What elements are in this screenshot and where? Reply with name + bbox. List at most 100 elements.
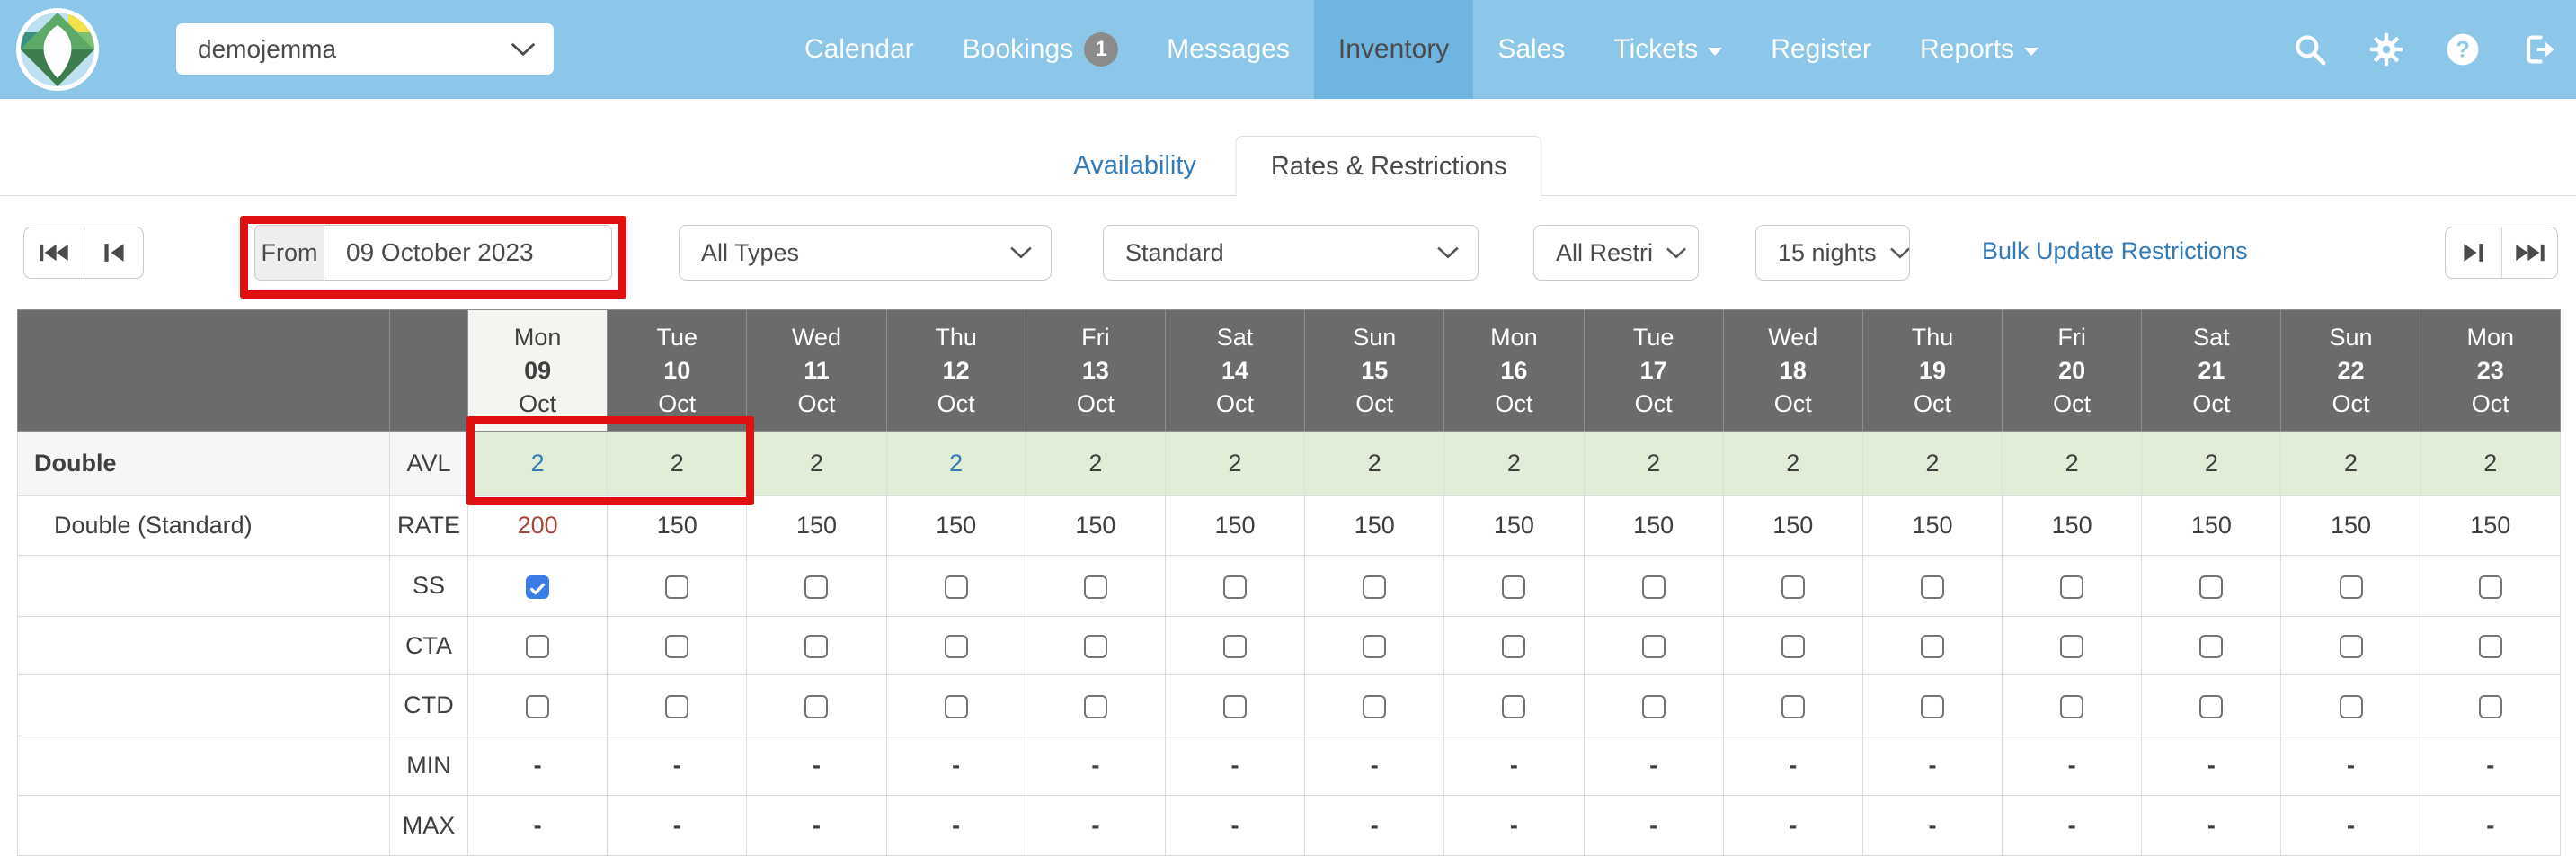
cta-cell-2[interactable] (746, 616, 887, 675)
cta-checkbox-8[interactable] (1641, 635, 1666, 659)
max-cell-5[interactable]: - (1164, 795, 1306, 856)
rate-plan-select[interactable]: Standard (1103, 225, 1479, 281)
ctd-cell-11[interactable] (2002, 674, 2143, 736)
min-cell-12[interactable]: - (2141, 736, 2282, 796)
ctd-cell-12[interactable] (2141, 674, 2282, 736)
max-cell-2[interactable]: - (746, 795, 887, 856)
avl-cell-3[interactable]: 2 (885, 431, 1026, 496)
ss-checkbox-8[interactable] (1641, 575, 1666, 599)
avl-cell-10[interactable]: 2 (1861, 431, 2003, 496)
avl-cell-0[interactable]: 2 (466, 431, 608, 496)
ctd-checkbox-14[interactable] (2478, 694, 2502, 718)
avl-cell-5[interactable]: 2 (1164, 431, 1306, 496)
cta-cell-3[interactable] (885, 616, 1026, 675)
ctd-cell-0[interactable] (466, 674, 608, 736)
ctd-checkbox-1[interactable] (665, 694, 689, 718)
tab-availability[interactable]: Availability (1073, 151, 1196, 180)
ss-cell-12[interactable] (2141, 555, 2282, 617)
ctd-cell-1[interactable] (607, 674, 748, 736)
cta-cell-0[interactable] (466, 616, 608, 675)
ctd-cell-6[interactable] (1304, 674, 1445, 736)
cta-checkbox-0[interactable] (526, 635, 550, 659)
max-cell-8[interactable]: - (1583, 795, 1724, 856)
min-cell-1[interactable]: - (607, 736, 748, 796)
rate-cell-10[interactable]: 150 (1861, 495, 2003, 556)
ss-checkbox-0[interactable] (526, 575, 550, 599)
ss-cell-13[interactable] (2280, 555, 2421, 617)
rate-cell-11[interactable]: 150 (2002, 495, 2143, 556)
min-cell-9[interactable]: - (1722, 736, 1863, 796)
cta-checkbox-2[interactable] (804, 635, 829, 659)
ctd-checkbox-12[interactable] (2199, 694, 2224, 718)
ss-checkbox-3[interactable] (944, 575, 968, 599)
ss-cell-2[interactable] (746, 555, 887, 617)
ctd-checkbox-2[interactable] (804, 694, 829, 718)
room-type-select[interactable]: All Types (679, 225, 1052, 281)
cta-checkbox-4[interactable] (1083, 635, 1107, 659)
nav-item-inventory[interactable]: Inventory (1313, 0, 1474, 99)
min-cell-3[interactable]: - (885, 736, 1026, 796)
ctd-checkbox-11[interactable] (2060, 694, 2084, 718)
cta-checkbox-5[interactable] (1223, 635, 1248, 659)
ss-checkbox-13[interactable] (2339, 575, 2363, 599)
skip-to-end-button[interactable] (2501, 227, 2557, 278)
avl-cell-2[interactable]: 2 (746, 431, 887, 496)
rate-cell-1[interactable]: 150 (607, 495, 748, 556)
min-cell-10[interactable]: - (1861, 736, 2003, 796)
ctd-cell-5[interactable] (1164, 674, 1306, 736)
cta-checkbox-14[interactable] (2478, 635, 2502, 659)
ss-checkbox-6[interactable] (1363, 575, 1387, 599)
cta-checkbox-7[interactable] (1502, 635, 1526, 659)
ss-cell-3[interactable] (885, 555, 1026, 617)
nav-item-calendar[interactable]: Calendar (804, 34, 914, 64)
nights-select[interactable]: 15 nights (1755, 225, 1910, 281)
rate-cell-9[interactable]: 150 (1722, 495, 1863, 556)
from-date-input[interactable]: 09 October 2023 (324, 225, 612, 281)
search-icon[interactable] (2293, 32, 2327, 67)
help-icon[interactable]: ? (2446, 32, 2480, 67)
min-cell-8[interactable]: - (1583, 736, 1724, 796)
min-cell-5[interactable]: - (1164, 736, 1306, 796)
ss-cell-7[interactable] (1443, 555, 1585, 617)
ss-cell-4[interactable] (1025, 555, 1166, 617)
max-cell-11[interactable]: - (2002, 795, 2143, 856)
ctd-cell-2[interactable] (746, 674, 887, 736)
max-cell-14[interactable]: - (2420, 795, 2561, 856)
ctd-checkbox-5[interactable] (1223, 694, 1248, 718)
nav-item-register[interactable]: Register (1771, 34, 1871, 64)
min-cell-6[interactable]: - (1304, 736, 1445, 796)
ss-cell-10[interactable] (1861, 555, 2003, 617)
ctd-checkbox-6[interactable] (1363, 694, 1387, 718)
ctd-checkbox-0[interactable] (526, 694, 550, 718)
ss-checkbox-10[interactable] (1920, 575, 1944, 599)
cta-checkbox-12[interactable] (2199, 635, 2224, 659)
cta-cell-11[interactable] (2002, 616, 2143, 675)
cta-cell-4[interactable] (1025, 616, 1166, 675)
ss-cell-5[interactable] (1164, 555, 1306, 617)
nav-item-sales[interactable]: Sales (1497, 34, 1566, 64)
cta-checkbox-10[interactable] (1920, 635, 1944, 659)
max-cell-0[interactable]: - (466, 795, 608, 856)
cta-cell-12[interactable] (2141, 616, 2282, 675)
avl-cell-1[interactable]: 2 (607, 431, 748, 496)
ss-checkbox-1[interactable] (665, 575, 689, 599)
ss-cell-14[interactable] (2420, 555, 2561, 617)
skip-to-start-button[interactable] (24, 227, 84, 278)
rate-cell-8[interactable]: 150 (1583, 495, 1724, 556)
ss-checkbox-11[interactable] (2060, 575, 2084, 599)
ss-cell-11[interactable] (2002, 555, 2143, 617)
max-cell-9[interactable]: - (1722, 795, 1863, 856)
ctd-checkbox-13[interactable] (2339, 694, 2363, 718)
min-cell-11[interactable]: - (2002, 736, 2143, 796)
ss-cell-6[interactable] (1304, 555, 1445, 617)
ss-checkbox-5[interactable] (1223, 575, 1248, 599)
cta-cell-5[interactable] (1164, 616, 1306, 675)
avl-cell-9[interactable]: 2 (1722, 431, 1863, 496)
rate-cell-12[interactable]: 150 (2141, 495, 2282, 556)
rate-cell-6[interactable]: 150 (1304, 495, 1445, 556)
rate-cell-7[interactable]: 150 (1443, 495, 1585, 556)
ctd-checkbox-8[interactable] (1641, 694, 1666, 718)
cta-checkbox-3[interactable] (944, 635, 968, 659)
avl-cell-4[interactable]: 2 (1025, 431, 1166, 496)
rate-cell-14[interactable]: 150 (2420, 495, 2561, 556)
